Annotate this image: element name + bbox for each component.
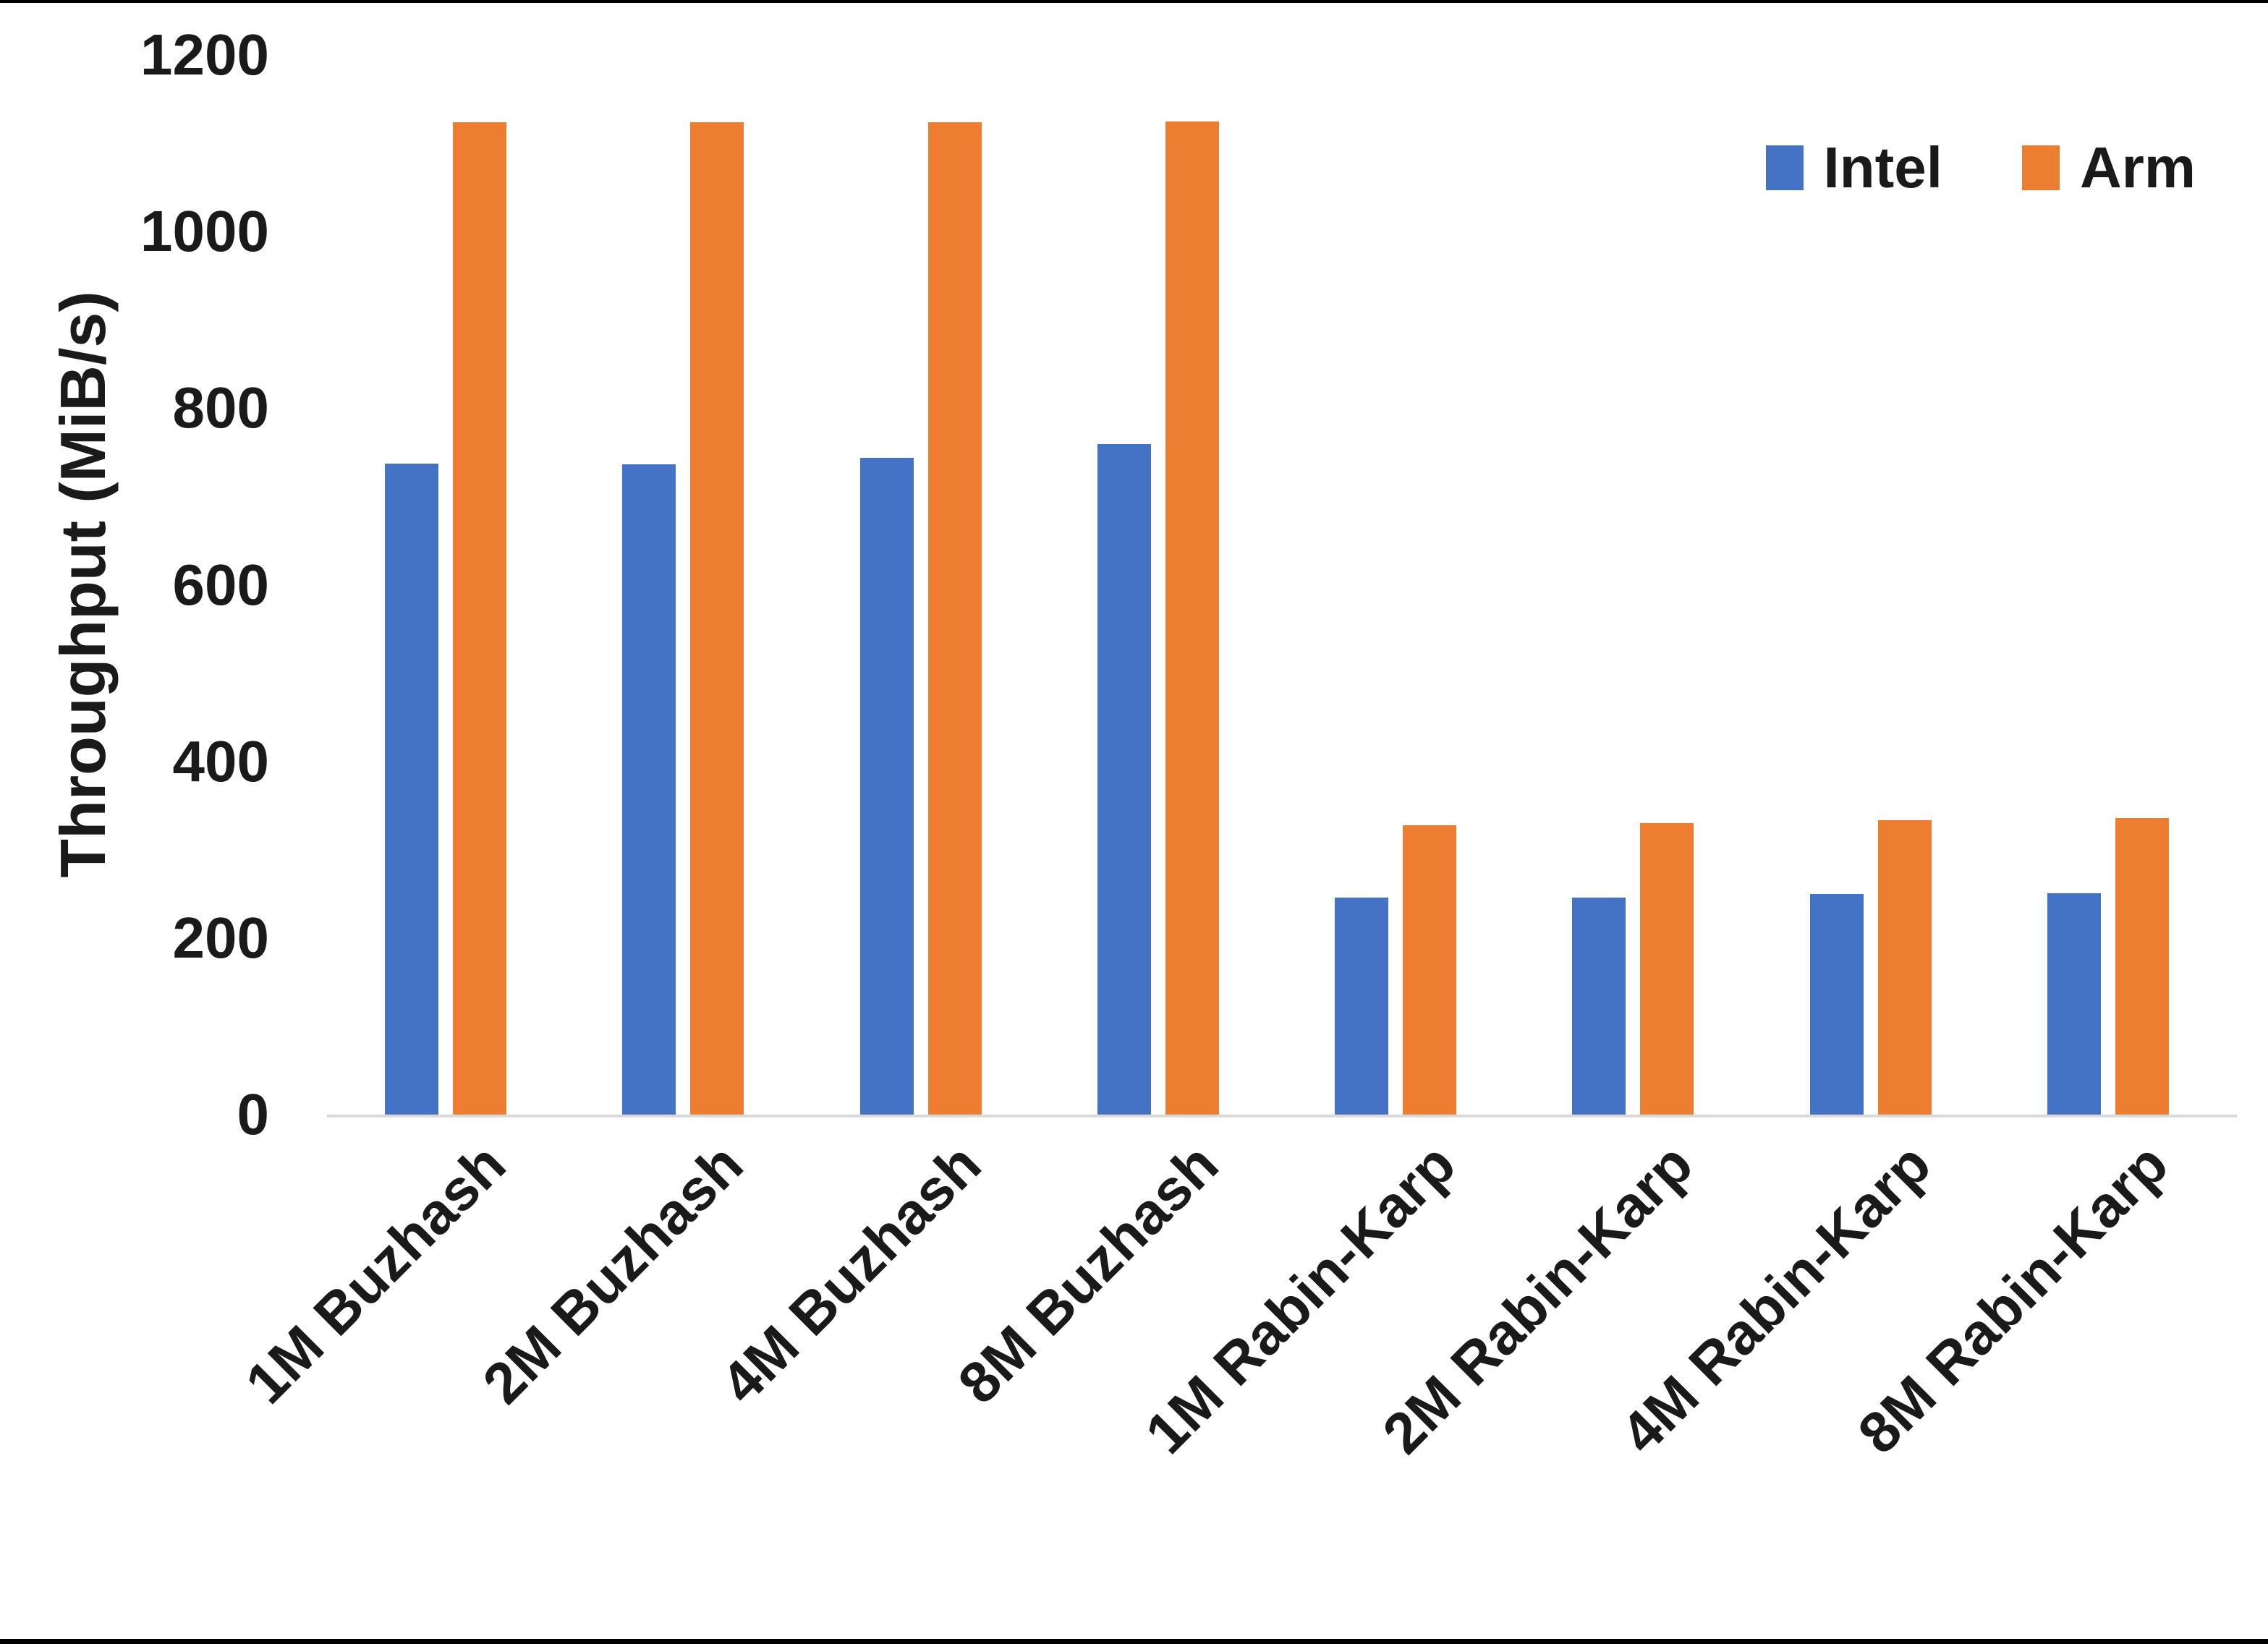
y-tick-label: 1000	[140, 199, 269, 264]
bar-intel-8m-buzhash	[1097, 444, 1151, 1115]
x-tick-label: 1M Rabin-Karp	[1133, 1131, 1468, 1466]
legend-swatch-intel	[1765, 145, 1804, 190]
y-tick-label: 0	[237, 1082, 270, 1146]
x-tick-label: 2M Rabin-Karp	[1370, 1131, 1705, 1466]
legend-swatch-arm	[2021, 145, 2060, 190]
legend-item-arm: Arm	[2021, 135, 2196, 200]
y-tick-label: 800	[172, 375, 269, 440]
bar-intel-8m-rabin-karp	[2047, 893, 2101, 1115]
y-tick-label: 600	[172, 552, 269, 617]
x-axis-line	[327, 1115, 2237, 1117]
legend: Intel Arm	[1765, 135, 2196, 200]
bar-arm-4m-rabin-karp	[1877, 820, 1932, 1115]
legend-label-intel: Intel	[1823, 135, 1942, 200]
bar-arm-2m-buzhash	[690, 122, 744, 1115]
bar-arm-1m-rabin-karp	[1403, 825, 1457, 1115]
x-tick-label: 2M Buzhash	[470, 1131, 755, 1416]
window-border-bottom	[0, 1639, 2268, 1644]
legend-label-arm: Arm	[2079, 135, 2196, 200]
bar-intel-2m-buzhash	[622, 464, 676, 1115]
bar-arm-1m-buzhash	[453, 122, 507, 1115]
bar-arm-4m-buzhash	[927, 122, 982, 1115]
window-border-top	[0, 0, 2268, 3]
legend-item-intel: Intel	[1765, 135, 1942, 200]
bar-intel-1m-rabin-karp	[1335, 897, 1389, 1115]
x-tick-label: 8M Rabin-Karp	[1846, 1131, 2180, 1466]
bar-arm-2m-rabin-karp	[1640, 823, 1694, 1115]
x-tick-label: 8M Buzhash	[946, 1131, 1231, 1416]
y-tick-label: 1200	[140, 22, 269, 87]
x-tick-label: 1M Buzhash	[233, 1131, 518, 1416]
y-tick-label: 400	[172, 728, 269, 793]
plot-area	[327, 55, 2227, 1115]
bar-intel-4m-buzhash	[859, 457, 914, 1115]
bar-intel-1m-buzhash	[385, 464, 439, 1115]
bar-intel-4m-rabin-karp	[1809, 893, 1864, 1115]
bar-arm-8m-buzhash	[1165, 121, 1219, 1115]
x-tick-label: 4M Rabin-Karp	[1607, 1131, 1943, 1466]
y-tick-label: 200	[172, 905, 269, 970]
bar-arm-8m-rabin-karp	[2115, 817, 2169, 1115]
bar-intel-2m-rabin-karp	[1572, 897, 1626, 1115]
x-tick-label: 4M Buzhash	[708, 1131, 993, 1416]
